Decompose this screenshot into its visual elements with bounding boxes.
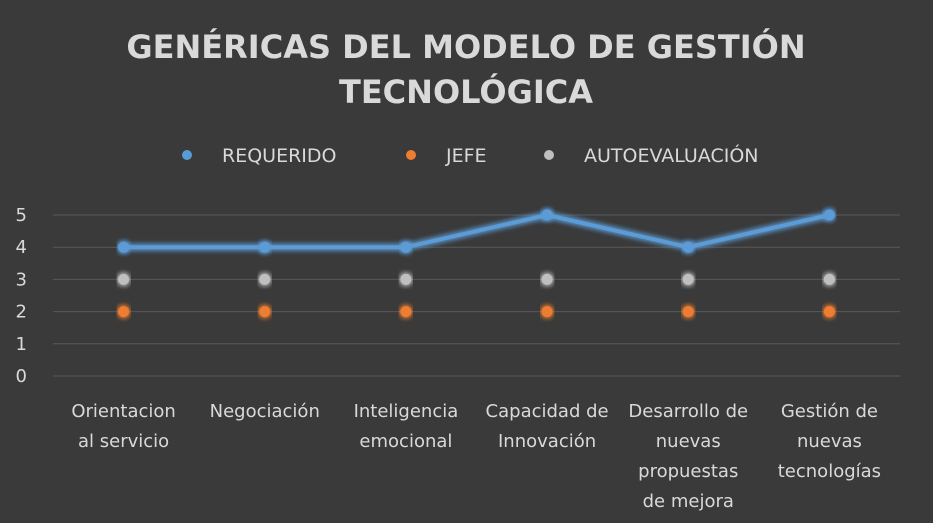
legend-item-requerido: REQUERIDO: [156, 145, 336, 167]
y-tick-label: 0: [16, 366, 27, 387]
data-point: [682, 273, 694, 285]
x-category-label-line: Inteligencia: [354, 401, 459, 422]
y-tick-label: 3: [16, 269, 27, 290]
x-axis-categories: Orientacion al servicio Negociación Intelig…: [71, 401, 881, 512]
series-autoevaluación: [118, 273, 835, 285]
x-category-label-line: nuevas: [656, 431, 721, 452]
x-category-label-line: emocional: [359, 431, 452, 452]
series-lines: [118, 209, 835, 318]
series-requerido: [118, 209, 835, 253]
legend-item-autoevaluación: AUTOEVALUACIÓN: [518, 143, 759, 167]
x-category-label-line: Desarrollo de: [628, 401, 748, 422]
chart-title-line-2: TECNOLÓGICA: [339, 72, 593, 111]
y-axis-ticks: 0 1 2 3 4 5: [16, 205, 27, 387]
x-category-label-line: de mejora: [643, 491, 734, 512]
legend-label: JEFE: [445, 145, 487, 167]
data-point: [541, 209, 553, 221]
series-jefe: [118, 306, 835, 318]
x-category-label: Capacidad de Innovación: [486, 401, 609, 452]
x-category-label: Gestión de nuevas tecnologías: [778, 401, 881, 482]
x-category-label-line: al servicio: [78, 431, 169, 452]
legend-item-jefe: JEFE: [380, 145, 487, 167]
data-point: [541, 306, 553, 318]
data-point: [823, 306, 835, 318]
data-point: [400, 273, 412, 285]
legend-point-marker: [406, 150, 416, 160]
chart-title: GENÉRICAS DEL MODELO DE GESTIÓN TECNOLÓG…: [126, 27, 805, 111]
y-tick-label: 1: [16, 334, 27, 355]
y-tick-label: 5: [16, 205, 27, 226]
data-point: [259, 306, 271, 318]
data-point: [259, 273, 271, 285]
data-point: [118, 273, 130, 285]
x-category-label-line: nuevas: [797, 431, 862, 452]
x-category-label: Orientacion al servicio: [71, 401, 175, 452]
data-point: [400, 306, 412, 318]
legend-point-marker: [544, 150, 554, 160]
legend-point-marker: [182, 150, 192, 160]
x-category-label: Negociación: [210, 401, 320, 422]
chart-title-line-1: GENÉRICAS DEL MODELO DE GESTIÓN: [126, 27, 805, 66]
data-point: [823, 273, 835, 285]
x-category-label-line: Orientacion: [71, 401, 175, 422]
x-category-label-line: Negociación: [210, 401, 320, 422]
x-category-label: Desarrollo de nuevas propuestas de mejora: [628, 401, 748, 512]
x-category-label: Inteligencia emocional: [354, 401, 459, 452]
legend-label: REQUERIDO: [222, 145, 336, 167]
x-category-label-line: Innovación: [498, 431, 596, 452]
data-point: [400, 241, 412, 253]
x-category-label-line: Gestión de: [781, 401, 878, 422]
x-category-label-line: Capacidad de: [486, 401, 609, 422]
x-category-label-line: tecnologías: [778, 461, 881, 482]
x-category-label-line: propuestas: [638, 461, 738, 482]
legend-label: AUTOEVALUACIÓN: [584, 143, 759, 167]
data-point: [259, 241, 271, 253]
data-point: [541, 273, 553, 285]
data-point: [118, 241, 130, 253]
data-point: [682, 306, 694, 318]
data-point: [823, 209, 835, 221]
legend: REQUERIDO JEFE AUTOEVALUACIÓN: [156, 143, 759, 167]
y-tick-label: 4: [16, 237, 27, 258]
data-point: [682, 241, 694, 253]
y-tick-label: 2: [16, 302, 27, 323]
gridlines: [53, 214, 900, 377]
series-line: [121, 213, 832, 250]
data-point: [118, 306, 130, 318]
